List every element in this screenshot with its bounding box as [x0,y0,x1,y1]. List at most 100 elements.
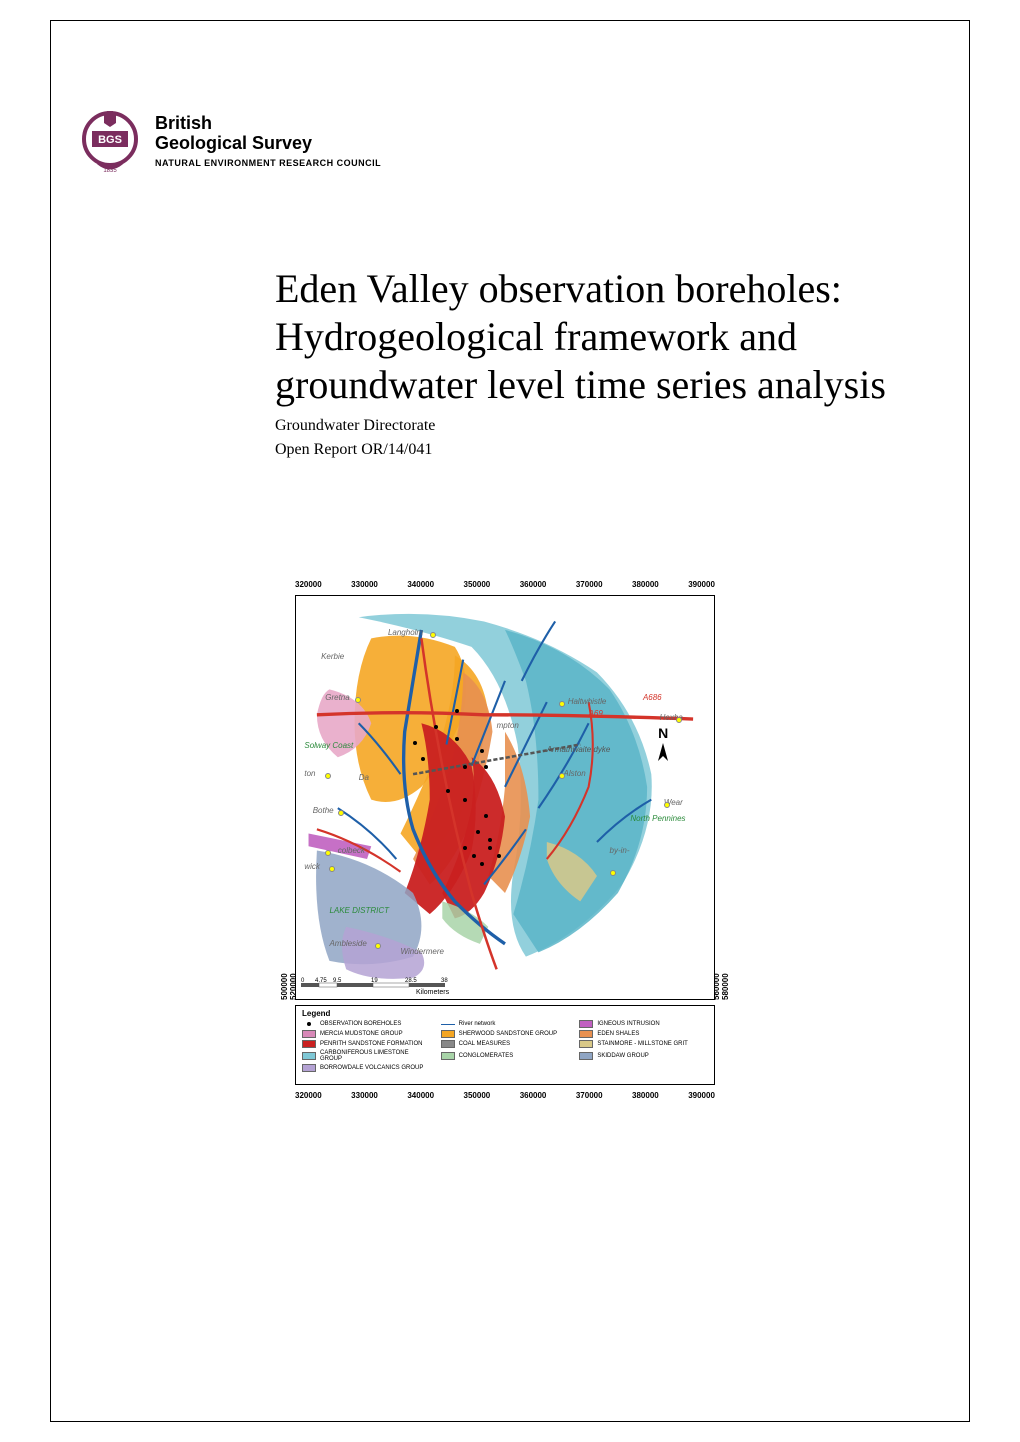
legend-symbol [302,1052,316,1060]
legend-label: PENRITH SANDSTONE FORMATION [320,1041,422,1047]
geological-map: 320000 330000 340000 350000 360000 370000 3800… [275,580,735,1100]
x-tick-label: 390000 [688,580,715,589]
legend-grid: OBSERVATION BOREHOLESRiver networkIGNEOU… [302,1020,708,1072]
org-name-line2: Geological Survey [155,134,381,154]
legend-label: MERCIA MUDSTONE GROUP [320,1031,403,1037]
place-label: Langholm [388,628,423,637]
legend-item: SKIDDAW GROUP [579,1050,708,1062]
legend-item: IGNEOUS INTRUSION [579,1020,708,1028]
legend-item: PENRITH SANDSTONE FORMATION [302,1040,431,1048]
legend-symbol [579,1020,593,1028]
place-label: wick [304,862,320,871]
x-tick-label: 320000 [295,1091,322,1100]
x-tick-label: 380000 [632,580,659,589]
legend-item: EDEN SHALES [579,1030,708,1038]
place-label: Da [359,773,369,782]
borehole-marker [434,725,438,729]
logo-section: BGS 1835 British Geological Survey NATUR… [80,105,381,177]
map-frame: 320000 330000 340000 350000 360000 370000 3800… [275,580,735,1100]
x-tick-label: 360000 [520,580,547,589]
svg-text:28.5: 28.5 [405,978,417,984]
legend-symbol [302,1030,316,1038]
x-tick-label: 350000 [464,1091,491,1100]
place-label: by-in- [610,846,630,855]
svg-text:38: 38 [441,978,448,984]
legend-item: River network [441,1020,570,1028]
borehole-marker [497,854,501,858]
x-tick-label: 390000 [688,1091,715,1100]
x-tick-label: 360000 [520,1091,547,1100]
borehole-marker [463,798,467,802]
borehole-marker [476,830,480,834]
svg-text:1835: 1835 [103,168,117,174]
x-tick-label: 380000 [632,1091,659,1100]
x-tick-label: 370000 [576,1091,603,1100]
map-legend: Legend OBSERVATION BOREHOLESRiver networ… [295,1005,715,1085]
x-tick-label: 320000 [295,580,322,589]
map-canvas: LangholmKerbieGretnaHaltwhistleHexhaSolw… [295,595,715,1000]
legend-item: STAINMORE - MILLSTONE GRIT [579,1040,708,1048]
x-tick-label: 330000 [351,1091,378,1100]
org-name-line1: British [155,114,381,134]
legend-symbol [441,1052,455,1060]
borehole-marker [480,862,484,866]
legend-symbol [441,1030,455,1038]
legend-item: CARBONIFEROUS LIMESTONE GROUP [302,1050,431,1062]
town-marker [610,870,616,876]
x-tick-label: 340000 [407,580,434,589]
y-tick-label: 500000 [280,595,289,1000]
legend-label: CONGLOMERATES [459,1053,514,1059]
place-label: A686 [643,693,662,702]
legend-symbol [302,1040,316,1048]
legend-item: MERCIA MUDSTONE GROUP [302,1030,431,1038]
place-label: A69 [589,709,603,718]
place-label: Windermere [401,947,445,956]
place-label: Kerbie [321,652,344,661]
legend-label: River network [459,1021,496,1027]
report-title: Eden Valley observation boreholes: Hydro… [275,265,920,409]
x-tick-label: 340000 [407,1091,434,1100]
x-tick-label: 350000 [464,580,491,589]
legend-symbol [579,1030,593,1038]
legend-symbol [441,1024,455,1025]
legend-label: CARBONIFEROUS LIMESTONE GROUP [320,1050,431,1062]
town-marker [355,697,361,703]
legend-label: STAINMORE - MILLSTONE GRIT [597,1041,687,1047]
x-axis-top: 320000 330000 340000 350000 360000 370000 3800… [275,580,735,589]
place-label: mpton [497,721,519,730]
scale-bar: 0 4.75 9.5 19 28.5 38 Kilometers [301,977,451,997]
x-tick-label: 330000 [351,580,378,589]
legend-symbol [302,1064,316,1072]
svg-text:BGS: BGS [98,134,122,146]
town-marker [430,632,436,638]
legend-item: CONGLOMERATES [441,1050,570,1062]
x-tick-label: 370000 [576,580,603,589]
place-label: Solway Coast [304,741,353,750]
place-label: North Pennines [630,814,685,823]
legend-symbol [307,1022,311,1026]
svg-text:9.5: 9.5 [333,978,342,984]
town-marker [664,802,670,808]
place-label: LAKE DISTRICT [329,906,389,915]
legend-symbol [579,1052,593,1060]
borehole-marker [472,854,476,858]
place-label: Bothe [313,806,334,815]
place-label: Gretna [325,693,349,702]
report-number: Open Report OR/14/041 [275,441,920,459]
place-label: Haltwhistle [568,697,607,706]
bgs-logo-badge: BGS 1835 [80,105,140,177]
legend-label: IGNEOUS INTRUSION [597,1021,659,1027]
town-marker [338,810,344,816]
legend-label: EDEN SHALES [597,1031,639,1037]
north-arrow: N [654,725,672,768]
borehole-marker [480,749,484,753]
legend-item: BORROWDALE VOLCANICS GROUP [302,1064,431,1072]
borehole-marker [484,814,488,818]
logo-text: British Geological Survey NATURAL ENVIRO… [155,114,381,168]
place-label: Ambleside [329,939,366,948]
place-label: Alston [564,769,586,778]
legend-label: SHERWOOD SANDSTONE GROUP [459,1031,557,1037]
svg-text:4.75: 4.75 [315,978,327,984]
y-tick-label: 580000 [721,595,730,1000]
place-label: colbeck [338,846,365,855]
